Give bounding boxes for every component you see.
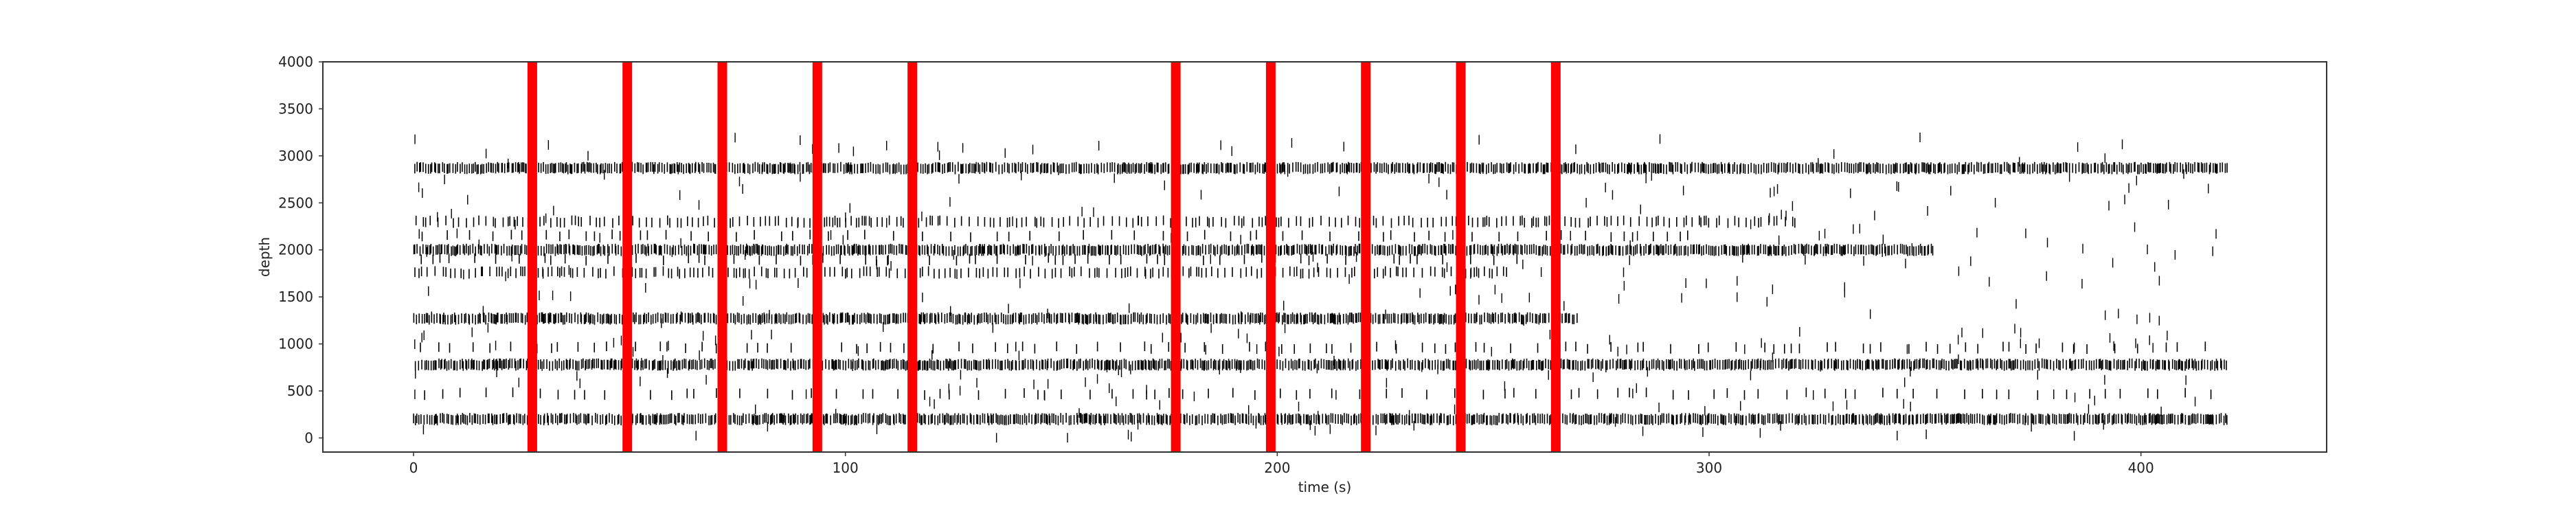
figure-background	[0, 0, 2576, 515]
